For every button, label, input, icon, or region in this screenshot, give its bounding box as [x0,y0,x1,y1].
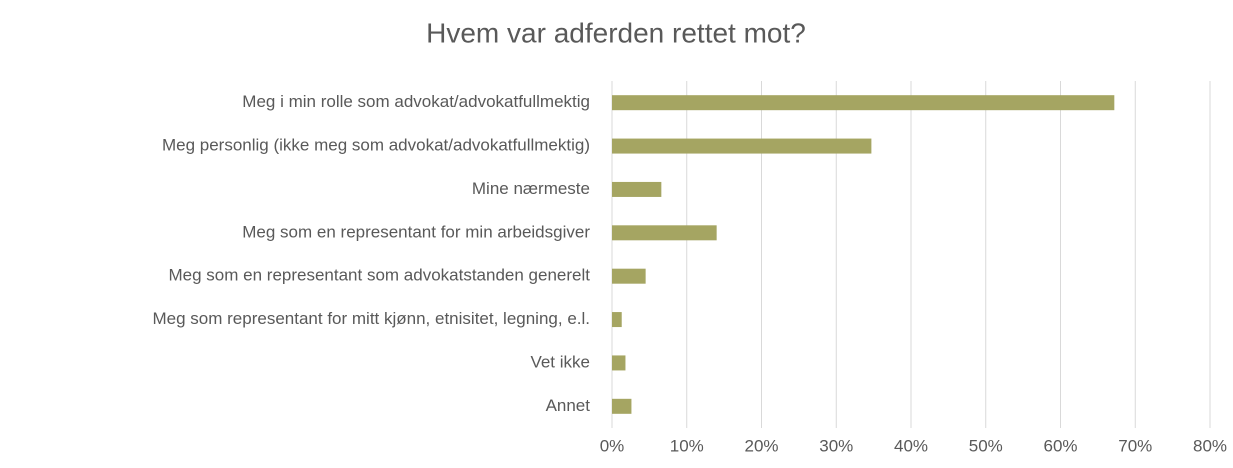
x-tick-label: 50% [969,436,1003,455]
y-tick-label: Meg personlig (ikke meg som advokat/advo… [162,136,590,155]
x-tick-label: 80% [1193,436,1227,455]
y-tick-label: Mine nærmeste [472,179,590,198]
x-tick-label: 60% [1043,436,1077,455]
bar [612,268,646,284]
bar [612,355,626,371]
bar [612,312,622,328]
bar [612,398,632,414]
y-tick-label: Meg som en representant for min arbeidsg… [242,222,590,241]
bar [612,225,717,241]
x-tick-label: 0% [600,436,625,455]
x-tick-label: 70% [1118,436,1152,455]
x-tick-label: 40% [894,436,928,455]
x-tick-label: 30% [819,436,853,455]
y-tick-label: Meg som representant for mitt kjønn, etn… [153,309,590,328]
bar [612,138,872,154]
bar [612,95,1115,111]
x-tick-label: 20% [744,436,778,455]
y-tick-label: Meg i min rolle som advokat/advokatfullm… [242,92,590,111]
bar [612,181,662,197]
y-tick-label: Annet [546,396,591,415]
x-tick-label: 10% [670,436,704,455]
y-tick-label: Vet ikke [530,352,590,371]
y-tick-label: Meg som en representant som advokatstand… [169,266,591,285]
chart-title: Hvem var adferden rettet mot? [426,17,806,48]
